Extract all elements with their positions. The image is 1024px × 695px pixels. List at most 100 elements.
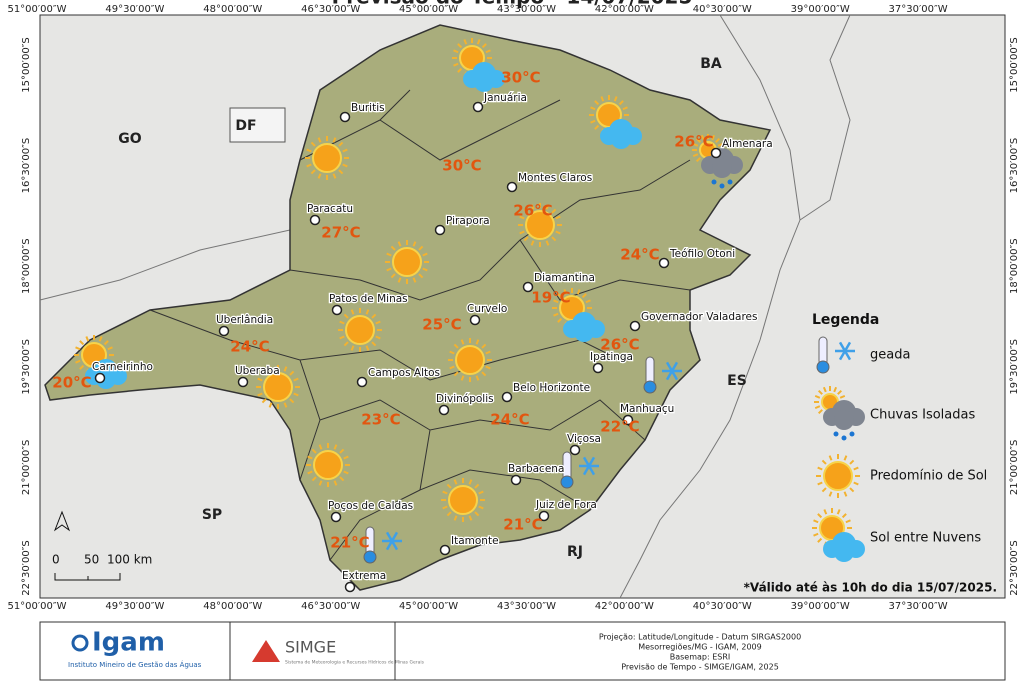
sun-ray <box>453 49 459 54</box>
icon-sun <box>448 338 492 382</box>
rain-drop <box>833 431 839 437</box>
lon-label: 37°30′00″W <box>889 4 948 15</box>
city-label: Viçosa <box>567 433 601 445</box>
sun-ray <box>523 236 529 242</box>
sun-ray <box>837 389 843 395</box>
city-marker <box>710 147 722 159</box>
sun-ray <box>817 513 823 519</box>
sun-ray <box>343 455 349 460</box>
icon-frost <box>363 526 402 564</box>
sun-ray <box>551 236 557 242</box>
legend-icon <box>816 454 860 498</box>
sun-ray <box>481 43 487 49</box>
lon-label: 51°00′00″W <box>7 601 66 612</box>
lon-label: 46°30′00″W <box>301 601 360 612</box>
city-label: Itamonte <box>451 535 499 547</box>
icon-sun <box>256 365 300 409</box>
sun-ray <box>853 466 859 471</box>
sun-ray <box>813 519 819 524</box>
lon-label: 42°00′00″W <box>595 4 654 15</box>
city-label: Governador Valadares <box>641 311 757 323</box>
sun-ray <box>293 377 299 382</box>
sun-ray <box>375 335 381 340</box>
legend-title: Legenda <box>812 312 879 328</box>
sun-ray <box>585 299 591 304</box>
icon-sun <box>441 478 485 522</box>
sun-ray <box>338 169 344 175</box>
lon-label: 40°30′00″W <box>693 4 752 15</box>
city-marker <box>510 474 522 486</box>
sun-ray <box>397 241 402 247</box>
city-marker <box>94 372 106 384</box>
lon-label: 39°00′00″W <box>791 4 850 15</box>
sun-ray <box>442 505 448 510</box>
lat-label: 15°00′00″S <box>1009 37 1020 93</box>
city-label: Campos Altos <box>368 367 440 379</box>
sun-ray <box>519 230 525 235</box>
state-label: RJ <box>567 544 583 560</box>
sun-ray <box>75 346 81 351</box>
sun-ray <box>545 240 550 246</box>
lat-label: 22°30′00″S <box>1009 540 1020 596</box>
sun-ray <box>317 173 322 179</box>
sun-ray <box>523 208 529 214</box>
temperature: 26°C <box>600 336 639 354</box>
temperature: 26°C <box>513 202 552 220</box>
rain-drop <box>727 179 733 185</box>
scale-label: 100 km <box>107 553 152 567</box>
sun-ray <box>257 377 263 382</box>
legend-label: geada <box>870 348 910 363</box>
icon-sun <box>518 203 562 247</box>
sun-ray <box>530 204 535 210</box>
lat-label: 19°30′00″S <box>1009 339 1020 395</box>
rain-drop <box>841 435 847 441</box>
sun-ray <box>821 487 827 493</box>
temperature: 30°C <box>442 157 481 175</box>
sun-ray <box>449 365 455 370</box>
credit-line: Previsão de Tempo - SIMGE/IGAM, 2025 <box>621 663 779 672</box>
icon-rain <box>692 134 743 189</box>
sun-ray <box>453 62 459 67</box>
sun-ray <box>843 455 848 461</box>
thermometer-bulb <box>816 360 830 374</box>
igam-logo: Igam <box>92 628 165 658</box>
rain-drop <box>711 179 717 185</box>
sun-ray <box>478 505 484 510</box>
sun-ray <box>557 293 563 299</box>
sun-disc <box>448 485 478 515</box>
sun-ray <box>814 394 821 399</box>
sun-ray <box>590 106 596 111</box>
footer-box <box>39 621 1006 681</box>
lat-label: 15°00′00″S <box>21 37 32 93</box>
sun-ray <box>613 96 618 102</box>
sun-ray <box>332 173 337 179</box>
city-marker <box>469 314 481 326</box>
sun-ray <box>594 100 600 106</box>
thermometer-bulb <box>560 475 574 489</box>
city-label: Curvelo <box>467 303 507 315</box>
lon-label: 48°00′00″W <box>203 601 262 612</box>
sun-ray <box>418 273 424 279</box>
rain-drop <box>849 431 855 437</box>
sun-ray <box>98 336 103 342</box>
lat-label: 18°00′00″S <box>1009 238 1020 294</box>
sun-ray <box>397 277 402 283</box>
sun-ray <box>350 345 355 351</box>
sun-ray <box>474 511 480 517</box>
sun-ray <box>553 299 559 304</box>
legend-icon <box>816 336 855 374</box>
sun-ray <box>692 153 699 158</box>
sun-ray <box>261 398 267 404</box>
rain-drop <box>719 183 725 189</box>
sun-ray <box>849 487 855 493</box>
legend-label: Predomínio de Sol <box>870 469 987 484</box>
sun-ray <box>474 483 480 489</box>
sun-ray <box>475 339 480 345</box>
sun-ray <box>310 141 316 147</box>
sun-ray <box>481 343 487 349</box>
sun-ray <box>107 346 113 351</box>
sun-disc <box>392 247 422 277</box>
city-marker <box>501 391 513 403</box>
temperature: 24°C <box>490 411 529 429</box>
